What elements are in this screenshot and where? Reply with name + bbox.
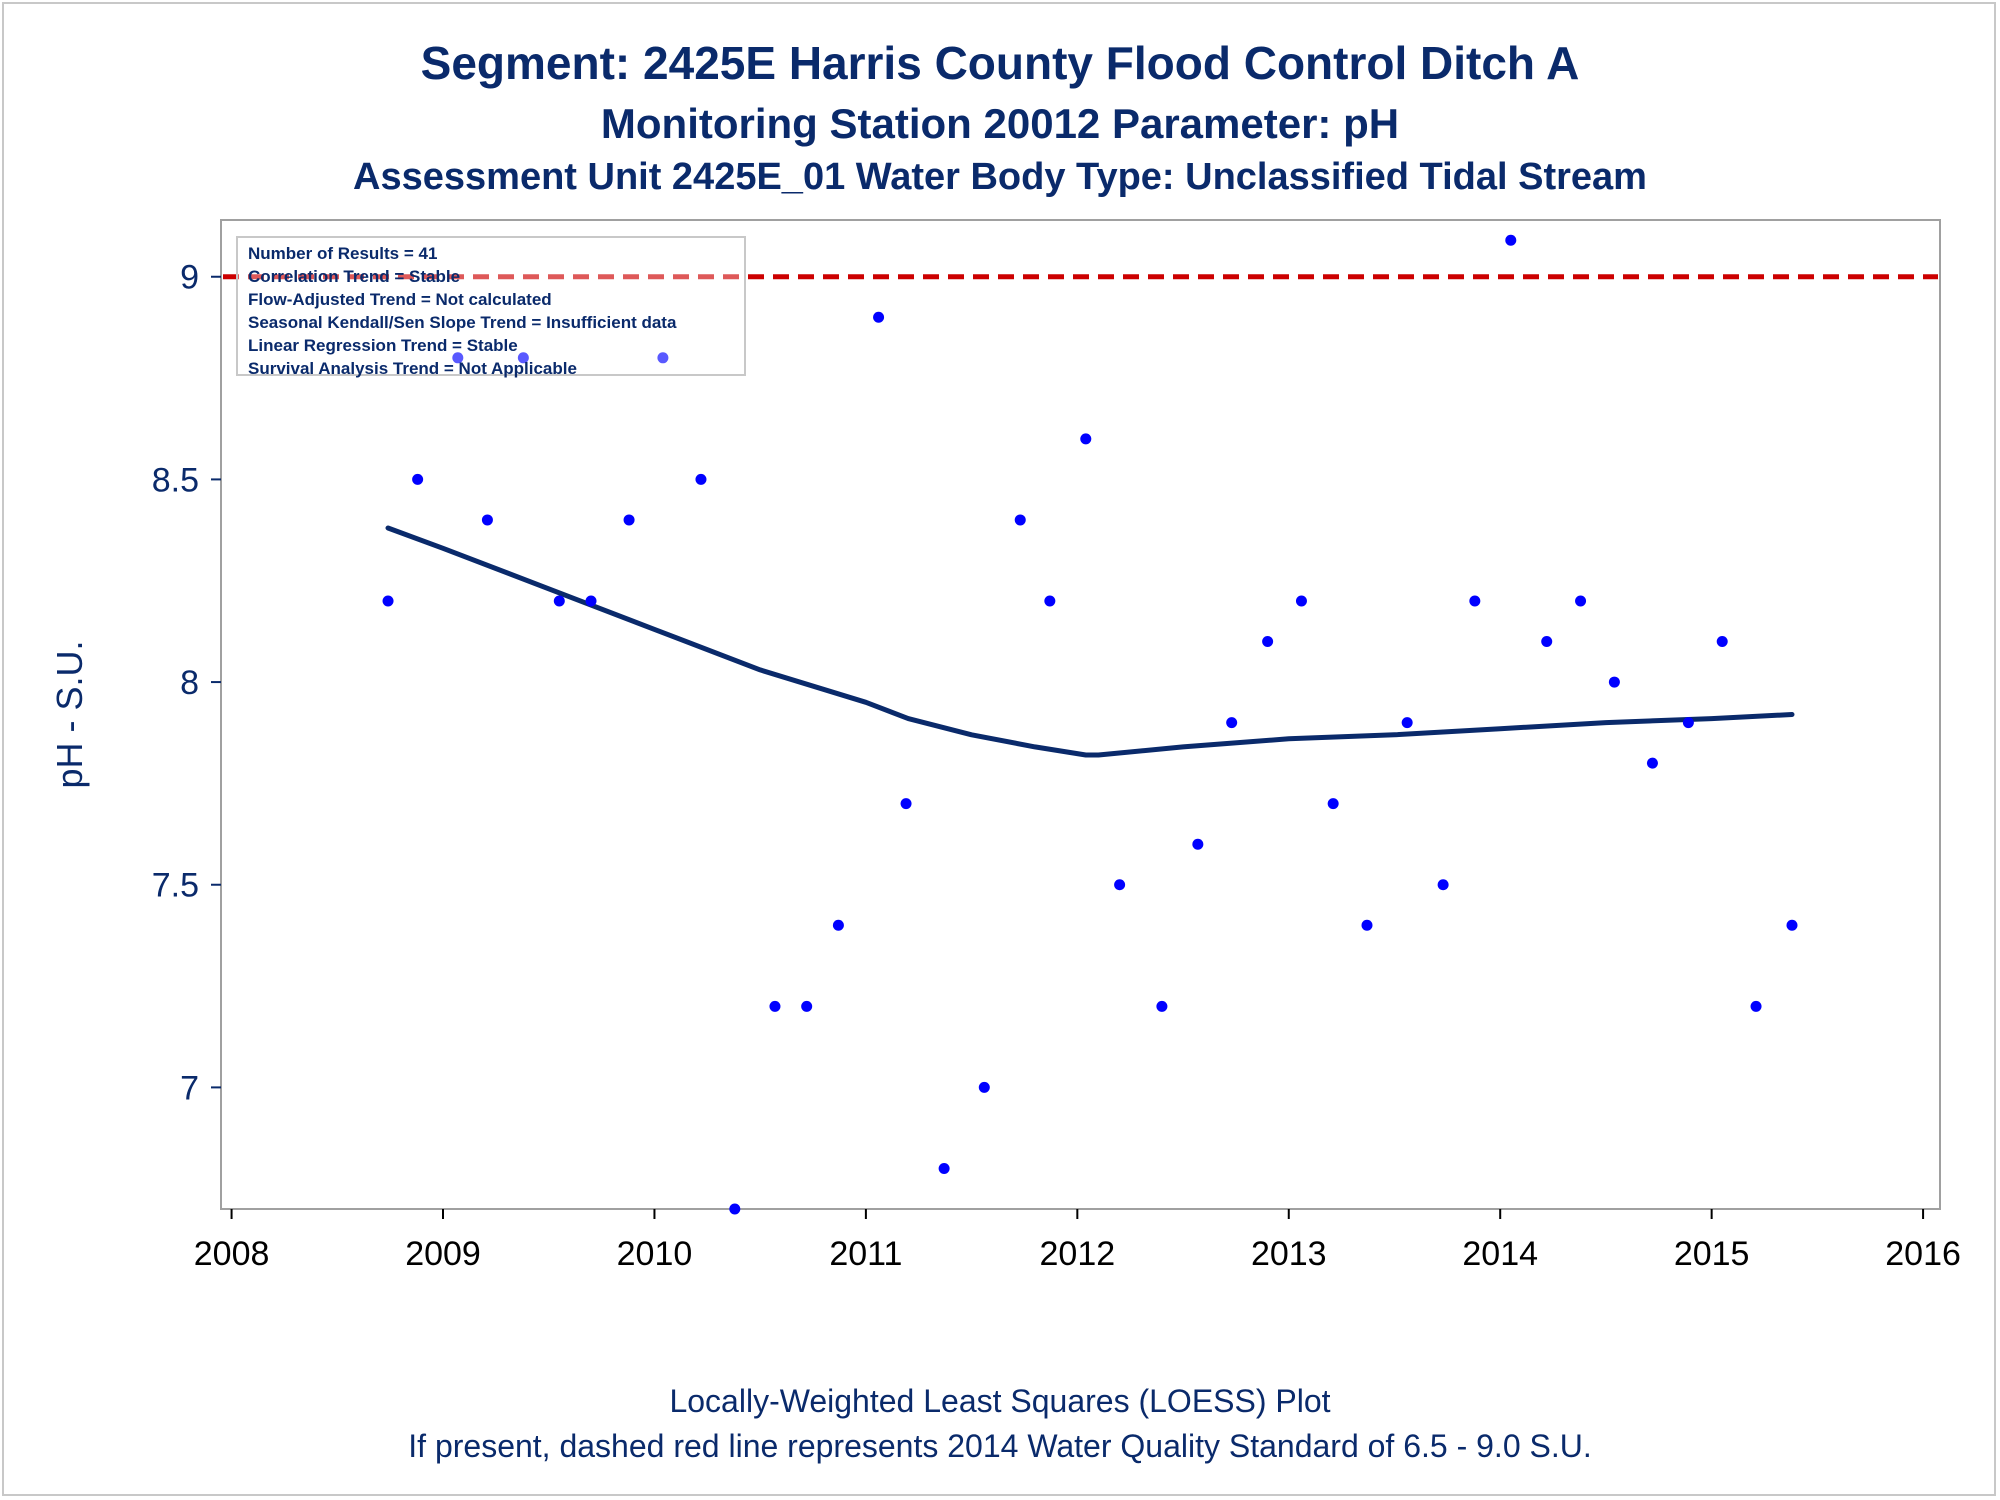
chart-title: Segment: 2425E Harris County Flood Contr…: [420, 37, 1580, 89]
plot-area-frame: [220, 219, 1941, 1210]
data-point: [1469, 595, 1481, 607]
data-point: [1080, 433, 1092, 445]
data-point: [1786, 919, 1798, 931]
data-point: [1262, 636, 1274, 648]
data-point: [1682, 717, 1694, 729]
y-tick-label: 8: [180, 664, 199, 702]
stat-linear-regression-trend: Linear Regression Trend = Stable: [248, 336, 518, 355]
data-point: [1295, 595, 1307, 607]
data-point: [1401, 717, 1413, 729]
data-point: [1156, 1000, 1168, 1012]
y-tick-label: 7.5: [152, 867, 199, 905]
data-point: [873, 311, 885, 323]
x-tick-label: 2016: [1885, 1235, 1961, 1273]
y-axis-label: pH - S.U.: [49, 640, 90, 788]
data-point: [452, 352, 464, 364]
data-point: [382, 595, 394, 607]
x-tick-label: 2010: [617, 1235, 693, 1273]
x-tick-label: 2013: [1251, 1235, 1327, 1273]
data-point: [1437, 879, 1449, 891]
data-point: [481, 514, 493, 526]
x-tick-label: 2012: [1040, 1235, 1116, 1273]
data-point: [1541, 636, 1553, 648]
data-point: [1575, 595, 1587, 607]
data-point: [938, 1162, 950, 1174]
x-tick-label: 2011: [829, 1235, 902, 1273]
footnote-loess: Locally-Weighted Least Squares (LOESS) P…: [669, 1383, 1331, 1419]
y-tick-label: 7: [180, 1069, 199, 1107]
stat-seasonal-kendall-trend: Seasonal Kendall/Sen Slope Trend = Insuf…: [248, 313, 677, 332]
data-point: [769, 1000, 781, 1012]
data-point: [1505, 234, 1517, 246]
x-tick-label: 2015: [1674, 1235, 1750, 1273]
x-tick-label: 2014: [1462, 1235, 1538, 1273]
data-point: [695, 473, 707, 485]
data-point: [1014, 514, 1026, 526]
data-point: [1646, 757, 1658, 769]
data-point: [1226, 717, 1238, 729]
data-point: [900, 798, 912, 810]
stat-number-of-results: Number of Results = 41: [248, 244, 438, 263]
trend-stats-box: Number of Results = 41 Correlation Trend…: [236, 236, 746, 378]
y-tick-label: 9: [180, 259, 199, 297]
y-tick-label: 8.5: [152, 461, 199, 499]
data-point: [1716, 636, 1728, 648]
data-point: [1327, 798, 1339, 810]
chart-subtitle-2: Assessment Unit 2425E_01 Water Body Type…: [353, 156, 1647, 198]
data-point: [729, 1203, 741, 1215]
data-point: [801, 1000, 813, 1012]
data-point: [585, 595, 597, 607]
data-point: [412, 473, 424, 485]
x-tick-label: 2008: [194, 1235, 270, 1273]
loess-curve: [385, 525, 1795, 758]
footnote-standard: If present, dashed red line represents 2…: [408, 1428, 1592, 1464]
data-point: [1608, 676, 1620, 688]
data-point: [1192, 838, 1204, 850]
stat-survival-analysis-trend: Survival Analysis Trend = Not Applicable: [248, 359, 577, 378]
data-point: [1750, 1000, 1762, 1012]
data-point: [623, 514, 635, 526]
data-point: [553, 595, 565, 607]
stat-correlation-trend: Correlation Trend = Stable: [248, 267, 461, 286]
data-point: [832, 919, 844, 931]
chart-subtitle: Monitoring Station 20012 Parameter: pH: [600, 100, 1400, 147]
data-point: [1044, 595, 1056, 607]
stat-flow-adjusted-trend: Flow-Adjusted Trend = Not calculated: [248, 290, 552, 309]
x-tick-label: 2009: [405, 1235, 481, 1273]
data-point: [1361, 919, 1373, 931]
data-point: [1114, 879, 1126, 891]
data-point: [978, 1081, 990, 1093]
data-point: [657, 352, 669, 364]
data-point: [517, 352, 529, 364]
